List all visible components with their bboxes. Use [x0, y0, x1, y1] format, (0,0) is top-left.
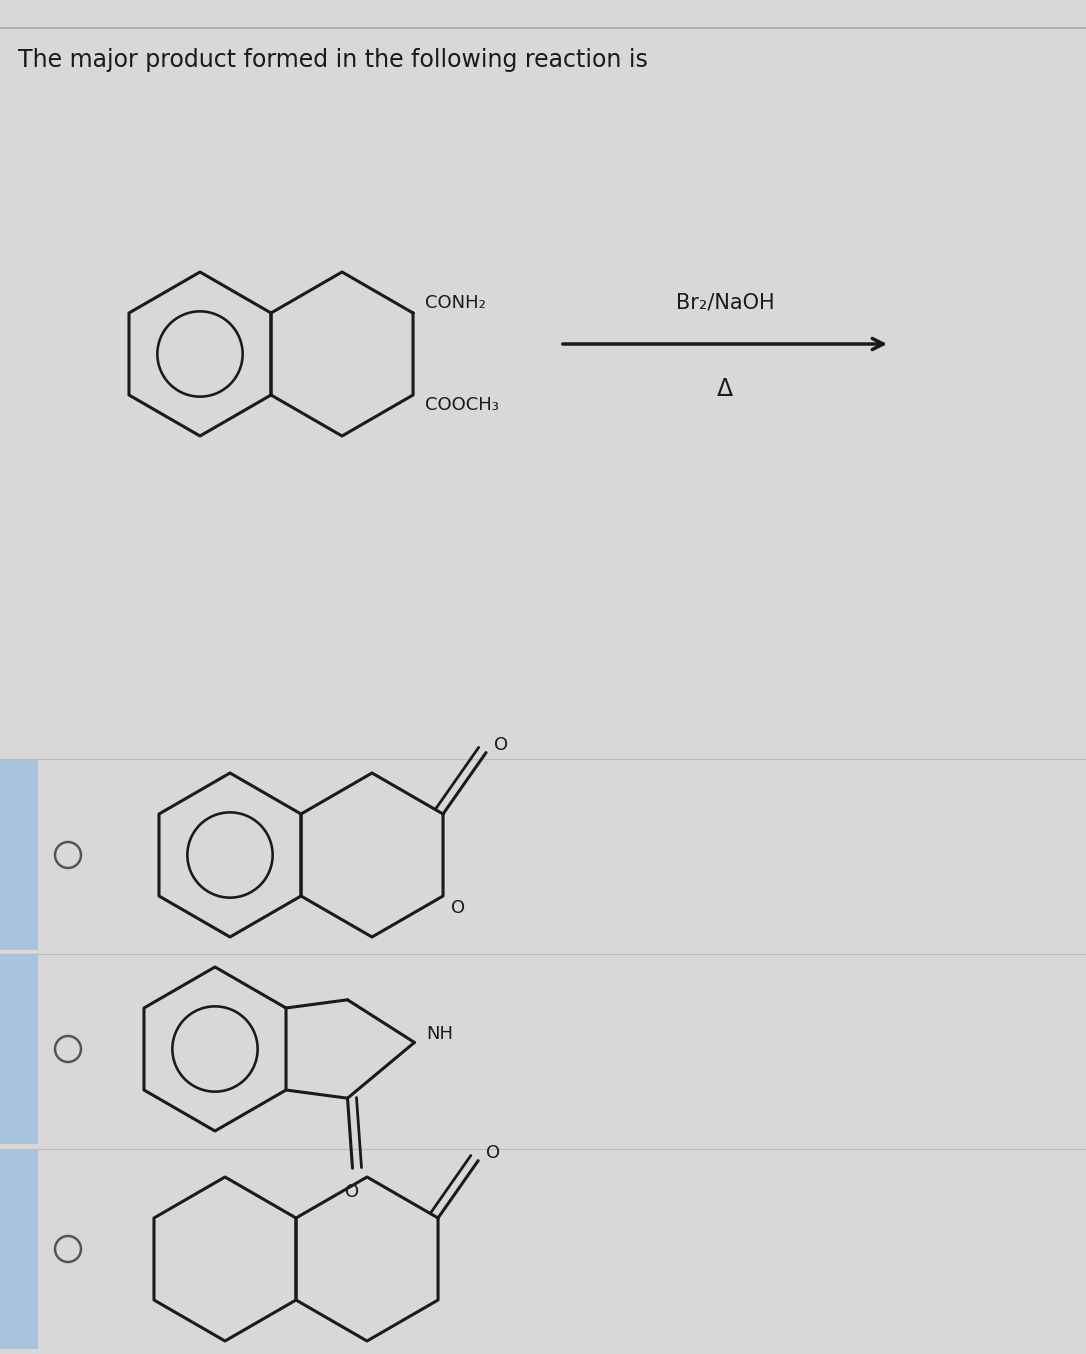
- Text: O: O: [487, 1144, 501, 1162]
- Text: O: O: [451, 899, 465, 917]
- Bar: [0, 955, 38, 1144]
- Text: NH: NH: [427, 1025, 454, 1044]
- Bar: [0, 1150, 38, 1349]
- Bar: [0, 760, 38, 951]
- Text: O: O: [345, 1183, 359, 1201]
- Text: Δ: Δ: [717, 376, 733, 401]
- Text: CONH₂: CONH₂: [425, 294, 485, 311]
- Text: O: O: [494, 735, 508, 754]
- Text: The major product formed in the following reaction is: The major product formed in the followin…: [18, 47, 648, 72]
- Text: Br₂/NaOH: Br₂/NaOH: [675, 292, 774, 311]
- Text: COOCH₃: COOCH₃: [425, 395, 498, 414]
